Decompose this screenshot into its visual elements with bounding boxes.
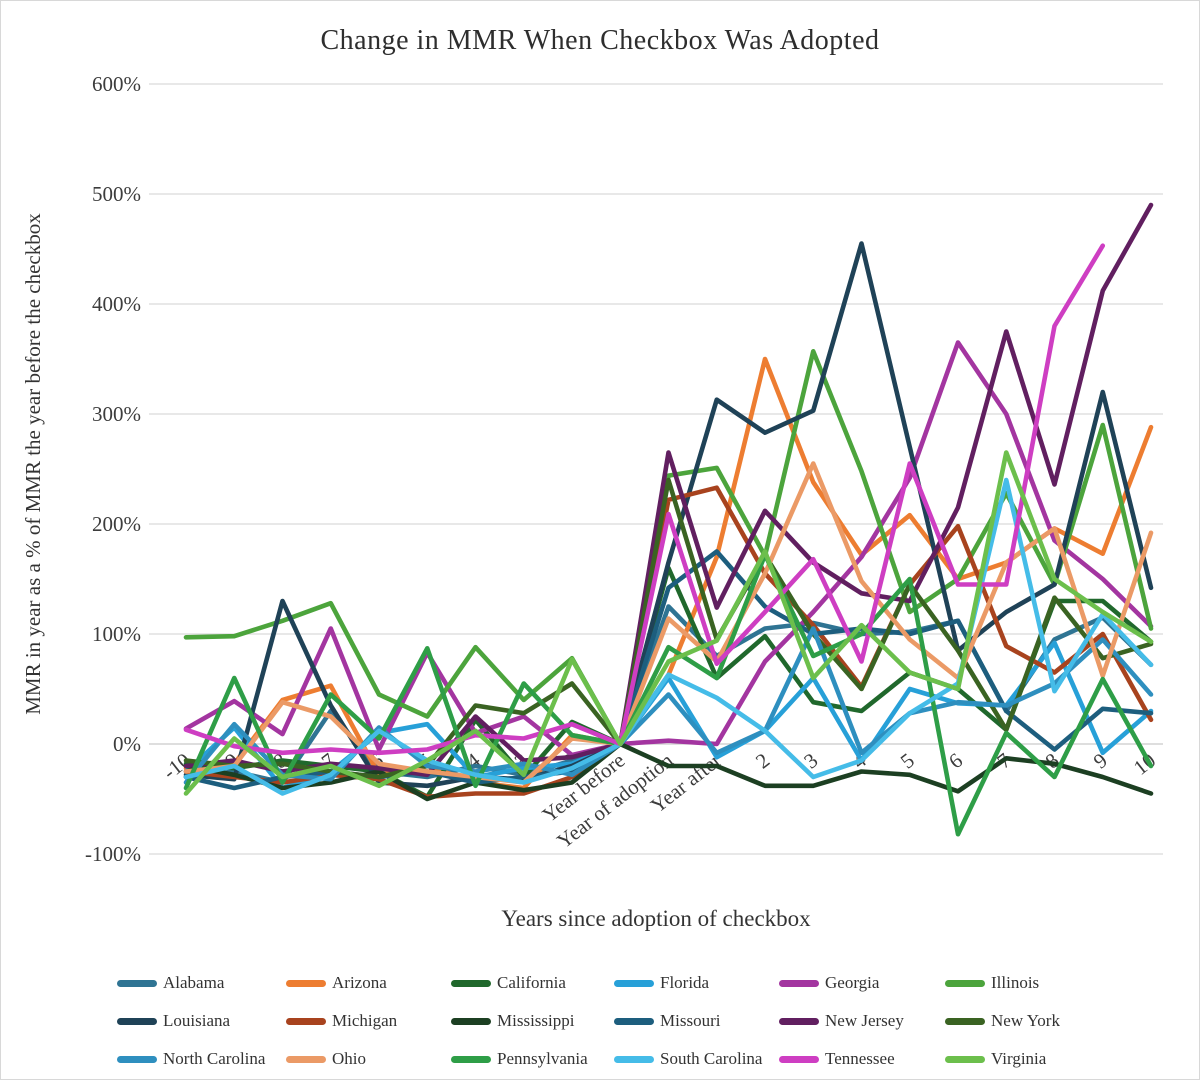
legend-swatch-icon — [117, 1017, 157, 1025]
legend-label: Mississippi — [497, 1011, 575, 1030]
legend-item-michigan: Michigan — [286, 1011, 397, 1031]
legend-swatch-icon — [117, 1055, 157, 1063]
mmr-line-chart: -100%0%100%200%300%400%500%600%-10 -9 -8 -7… — [85, 72, 1163, 866]
legend-item-arizona: Arizona — [286, 973, 387, 993]
legend-item-missouri: Missouri — [614, 1011, 720, 1031]
legend-swatch-icon — [286, 1055, 326, 1063]
series-line-pennsylvania — [183, 552, 1154, 837]
legend-swatch-icon — [614, 979, 654, 987]
legend-item-illinois: Illinois — [945, 973, 1039, 993]
legend-swatch-icon — [286, 1017, 326, 1025]
legend-label: Tennessee — [825, 1049, 895, 1068]
legend-item-pennsylvania: Pennsylvania — [451, 1049, 588, 1069]
legend-label: South Carolina — [660, 1049, 763, 1068]
legend-swatch-icon — [779, 979, 819, 987]
legend-swatch-icon — [945, 1055, 985, 1063]
legend-item-california: California — [451, 973, 566, 993]
chart-title: Change in MMR When Checkbox Was Adopted — [320, 25, 880, 56]
y-tick-label: 0% — [113, 732, 141, 756]
legend-swatch-icon — [451, 979, 491, 987]
legend-swatch-icon — [286, 979, 326, 987]
legend-item-florida: Florida — [614, 973, 709, 993]
legend-swatch-icon — [451, 1055, 491, 1063]
legend-item-mississippi: Mississippi — [451, 1011, 574, 1031]
x-tick-label: 2 — [751, 748, 774, 773]
legend-label: California — [497, 973, 566, 992]
y-tick-label: 300% — [92, 402, 141, 426]
legend-label: Ohio — [332, 1049, 366, 1068]
series-line-south-carolina — [183, 477, 1154, 796]
legend-swatch-icon — [945, 979, 985, 987]
legend-item-louisiana: Louisiana — [117, 1011, 230, 1031]
y-tick-label: 200% — [92, 512, 141, 536]
legend-swatch-icon — [117, 979, 157, 987]
legend-label: Louisiana — [163, 1011, 231, 1030]
legend-item-north-carolina: North Carolina — [117, 1049, 265, 1069]
series-line-virginia — [183, 450, 1154, 796]
legend-item-virginia: Virginia — [945, 1049, 1046, 1069]
legend-label: Georgia — [825, 973, 880, 992]
legend-item-tennessee: Tennessee — [779, 1049, 895, 1069]
legend-swatch-icon — [779, 1055, 819, 1063]
series-line-ohio — [183, 461, 1154, 785]
legend-label: Arizona — [332, 973, 387, 992]
legend-item-ohio: Ohio — [286, 1049, 366, 1069]
legend-item-south-carolina: South Carolina — [614, 1049, 762, 1069]
legend-swatch-icon — [779, 1017, 819, 1025]
x-tick-label: 5 — [896, 748, 919, 773]
legend-label: Florida — [660, 973, 710, 992]
legend-label: North Carolina — [163, 1049, 266, 1068]
legend-swatch-icon — [614, 1017, 654, 1025]
y-tick-label: -100% — [85, 842, 141, 866]
series-line-tennessee — [183, 243, 1106, 756]
legend-swatch-icon — [945, 1017, 985, 1025]
legend-label: Michigan — [332, 1011, 398, 1030]
legend-label: Illinois — [991, 973, 1040, 992]
legend-label: Missouri — [660, 1011, 721, 1030]
chart-legend: Alabama Arizona California Florida Georgia Il… — [1, 963, 1199, 1075]
y-tick-label: 100% — [92, 622, 141, 646]
legend-label: Alabama — [163, 973, 225, 992]
legend-item-georgia: Georgia — [779, 973, 879, 993]
legend-item-alabama: Alabama — [117, 973, 224, 993]
x-axis-title: Years since adoption of checkbox — [501, 906, 811, 931]
legend-label: Pennsylvania — [497, 1049, 588, 1068]
legend-swatch-icon — [451, 1017, 491, 1025]
legend-label: New Jersey — [825, 1011, 904, 1030]
y-tick-label: 400% — [92, 292, 141, 316]
legend-label: New York — [991, 1011, 1060, 1030]
legend-label: Virginia — [991, 1049, 1047, 1068]
legend-item-new-jersey: New Jersey — [779, 1011, 904, 1031]
legend-item-new-york: New York — [945, 1011, 1060, 1031]
y-tick-label: 500% — [92, 182, 141, 206]
legend-swatch-icon — [614, 1055, 654, 1063]
y-tick-label: 600% — [92, 72, 141, 96]
